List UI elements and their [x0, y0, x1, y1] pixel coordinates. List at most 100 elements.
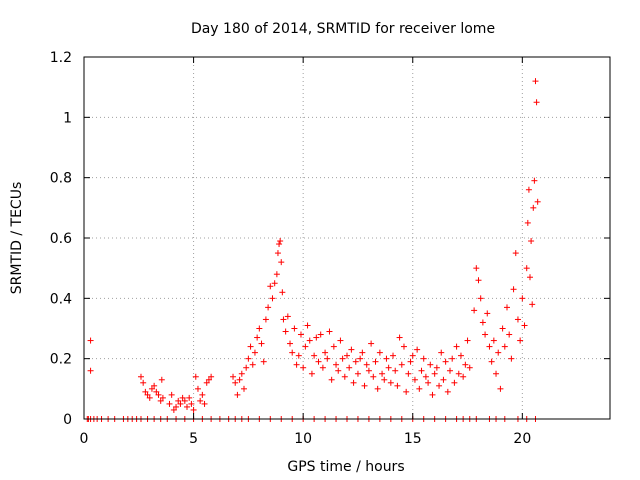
data-point	[506, 331, 513, 338]
data-point	[433, 364, 440, 371]
data-point	[278, 259, 285, 266]
data-point	[166, 400, 173, 407]
data-point	[497, 385, 504, 392]
data-point	[444, 388, 451, 395]
data-point	[533, 99, 540, 106]
data-point	[479, 319, 486, 326]
data-point	[503, 304, 510, 311]
data-point	[403, 388, 410, 395]
data-point	[311, 352, 318, 359]
y-tick-label: 0.4	[50, 291, 72, 307]
data-point	[407, 358, 414, 365]
data-point	[416, 385, 423, 392]
data-point	[414, 346, 421, 353]
data-point	[529, 301, 536, 308]
data-point	[142, 388, 149, 395]
data-point	[436, 382, 443, 389]
data-point	[357, 355, 364, 362]
data-point	[381, 376, 388, 383]
data-point	[308, 370, 315, 377]
data-point	[333, 361, 340, 368]
data-point	[322, 349, 329, 356]
data-point	[385, 364, 392, 371]
data-point	[368, 340, 375, 347]
data-point	[447, 367, 454, 374]
data-point	[87, 337, 94, 344]
data-point	[352, 358, 359, 365]
data-point	[534, 198, 541, 205]
data-point	[379, 370, 386, 377]
data-point	[192, 373, 199, 380]
data-point	[451, 379, 458, 386]
data-point	[464, 337, 471, 344]
data-point	[390, 352, 397, 359]
data-point	[455, 370, 462, 377]
data-point	[484, 310, 491, 317]
data-point	[488, 358, 495, 365]
data-point	[394, 382, 401, 389]
data-point	[188, 400, 195, 407]
data-point	[175, 397, 182, 404]
data-point	[514, 316, 521, 323]
data-point	[335, 367, 342, 374]
data-point	[140, 379, 147, 386]
data-point	[396, 334, 403, 341]
data-point	[486, 343, 493, 350]
data-point	[291, 325, 298, 332]
x-tick-label: 0	[80, 431, 89, 447]
data-point	[473, 265, 480, 272]
data-points	[84, 78, 541, 422]
data-point	[508, 355, 515, 362]
data-point	[460, 373, 467, 380]
data-point	[208, 373, 215, 380]
data-point	[306, 337, 313, 344]
data-point	[354, 370, 361, 377]
data-point	[279, 289, 286, 296]
data-point	[271, 280, 278, 287]
data-point	[525, 186, 532, 193]
data-point	[361, 382, 368, 389]
data-point	[277, 238, 284, 245]
data-point	[370, 373, 377, 380]
data-point	[510, 286, 517, 293]
data-point	[87, 367, 94, 374]
data-point	[524, 219, 531, 226]
data-point	[170, 406, 177, 413]
data-point	[531, 177, 538, 184]
data-point	[274, 250, 281, 257]
data-point	[273, 271, 280, 278]
data-point	[374, 385, 381, 392]
data-point	[466, 364, 473, 371]
data-point	[319, 364, 326, 371]
data-point	[153, 388, 160, 395]
data-point	[168, 391, 175, 398]
data-point	[247, 343, 254, 350]
data-point	[350, 379, 357, 386]
data-point	[289, 349, 296, 356]
data-point	[490, 337, 497, 344]
data-point	[438, 349, 445, 356]
data-point	[304, 322, 311, 329]
data-point	[346, 364, 353, 371]
x-axis-label: GPS time / hours	[287, 459, 404, 475]
data-point	[527, 274, 534, 281]
data-point	[372, 358, 379, 365]
data-point	[269, 295, 276, 302]
data-point	[499, 325, 506, 332]
data-point	[420, 355, 427, 362]
data-point	[179, 394, 186, 401]
data-point	[365, 367, 372, 374]
data-point	[256, 325, 263, 332]
data-point	[260, 358, 267, 365]
data-point	[230, 373, 237, 380]
data-point	[427, 361, 434, 368]
data-point	[477, 295, 484, 302]
data-point	[341, 373, 348, 380]
data-point	[158, 376, 165, 383]
data-point	[344, 352, 350, 359]
data-point	[267, 283, 274, 290]
data-point	[276, 241, 283, 248]
data-point	[313, 334, 320, 341]
data-point	[184, 403, 191, 410]
data-point	[475, 277, 482, 284]
